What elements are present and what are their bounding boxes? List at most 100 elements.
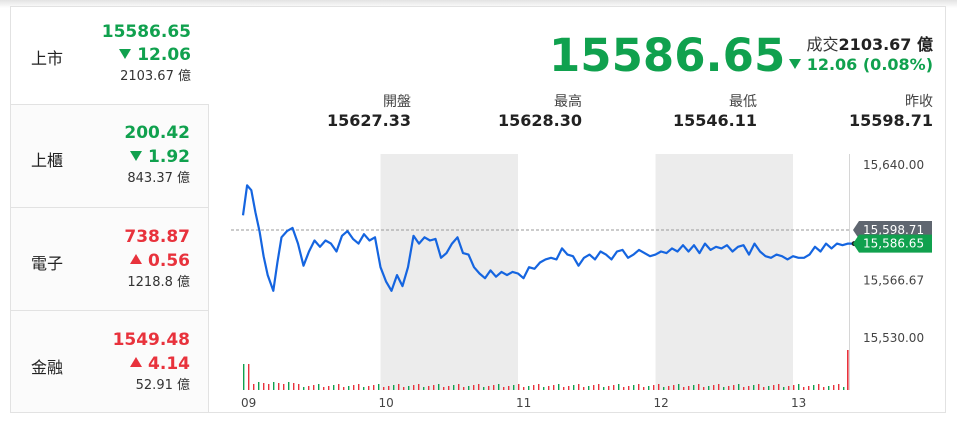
volume-bar: [458, 384, 460, 390]
volume-bar: [773, 385, 775, 390]
stat-label: 最高: [554, 94, 582, 110]
arrow-up-icon: [130, 357, 143, 367]
volume-bar: [518, 384, 520, 390]
price-change: 12.06 (0.08%): [788, 55, 933, 74]
volume-bar: [643, 387, 645, 390]
intraday-chart: 15,640.00 15,566.67 15,530.00 09 10 11 12 13 15,…: [231, 154, 932, 410]
tab-change: 12.06: [71, 45, 191, 65]
volume-bar: [363, 387, 365, 390]
volume-bar: [638, 384, 640, 390]
volume-bar: [548, 386, 550, 390]
volume-bar: [398, 384, 400, 390]
arrow-down-icon: [788, 59, 801, 69]
volume-bar: [658, 384, 660, 390]
tab-finance[interactable]: 金融 1549.48 4.14 52.91 億: [11, 311, 209, 412]
stat-label: 開盤: [383, 94, 411, 110]
volume-bar: [758, 384, 760, 390]
volume-bar: [408, 386, 410, 390]
tab-change: 4.14: [70, 354, 190, 374]
volume-bar: [498, 384, 500, 390]
stat-high: 最高 15628.30: [442, 93, 582, 131]
volume-bar: [678, 384, 680, 390]
volume-bar: [573, 385, 575, 390]
x-tick-label: 10: [379, 396, 394, 410]
stat-value: 15598.71: [848, 111, 933, 130]
volume-bar: [293, 383, 295, 390]
volume-bar: [453, 385, 455, 390]
volume-bar: [443, 387, 445, 390]
volume-bar: [618, 384, 620, 390]
volume-bar: [468, 386, 470, 390]
volume-bar: [783, 387, 785, 390]
volume-bar: [308, 386, 310, 390]
volume-bar: [843, 387, 845, 390]
volume-bar: [508, 386, 510, 390]
volume-bar: [703, 387, 705, 390]
volume-bar: [663, 387, 665, 390]
volume-bar: [448, 386, 450, 390]
tab-otc[interactable]: 上櫃 200.42 1.92 843.37 億: [11, 105, 209, 208]
stat-label: 昨收: [905, 94, 933, 110]
tab-change: 0.56: [70, 251, 190, 271]
tab-volume: 52.91 億: [135, 378, 190, 393]
turnover-value: 2103.67 億: [838, 35, 933, 54]
volume-bar: [268, 384, 270, 390]
tab-volume: 2103.67 億: [120, 69, 191, 84]
volume-bar: [563, 387, 565, 390]
volume-bar: [278, 383, 280, 390]
volume-bar: [778, 384, 780, 390]
x-tick-label: 09: [241, 396, 256, 410]
volume-bar: [683, 387, 685, 390]
volume-bar: [743, 387, 745, 390]
volume-bar: [378, 384, 380, 390]
prev-close-tag: [853, 220, 932, 239]
volume-bar: [393, 385, 395, 390]
volume-bar: [418, 384, 420, 390]
stat-prev-close: 昨收 15598.71: [793, 93, 933, 131]
tab-electronics[interactable]: 電子 738.87 0.56 1218.8 億: [11, 208, 209, 311]
tab-volume: 1218.8 億: [127, 275, 190, 290]
price-line: [241, 184, 853, 292]
volume-bar: [303, 387, 305, 390]
volume-bar: [813, 385, 815, 390]
volume-bar: [733, 385, 735, 390]
volume-bar: [798, 384, 800, 390]
volume-bar: [603, 387, 605, 390]
volume-bar: [808, 386, 810, 390]
stat-value: 15627.33: [326, 111, 411, 130]
volume-bar: [433, 385, 435, 390]
volume-bar: [803, 387, 805, 390]
volume-bar: [358, 384, 360, 390]
volume-bar: [628, 386, 630, 390]
volume-bar: [568, 386, 570, 390]
volume-bar: [523, 387, 525, 390]
volume-bar: [288, 382, 290, 390]
volume-bar: [503, 387, 505, 390]
tab-value: 200.42: [124, 123, 190, 143]
volume-bar: [493, 385, 495, 390]
volume-bar: [668, 386, 670, 390]
volume-bar: [738, 384, 740, 390]
volume-bar: [248, 364, 250, 390]
volume-bar: [313, 385, 315, 390]
turnover: 成交2103.67 億: [807, 31, 933, 55]
volume-bar: [633, 385, 635, 390]
volume-bar: [318, 384, 320, 390]
volume-bar: [847, 350, 849, 390]
volume-bar: [748, 386, 750, 390]
volume-bar: [348, 386, 350, 390]
index-tabs: 上市 15586.65 12.06 2103.67 億 上櫃 200.42 1.…: [11, 7, 209, 412]
volume-bar: [718, 384, 720, 390]
volume-bar: [788, 386, 790, 390]
tab-twse[interactable]: 上市 15586.65 12.06 2103.67 億: [11, 7, 209, 105]
arrow-down-icon: [130, 151, 143, 161]
volume-bar: [708, 386, 710, 390]
volume-bar: [328, 386, 330, 390]
volume-bar: [793, 385, 795, 390]
volume-bar: [693, 385, 695, 390]
volume-bar: [583, 387, 585, 390]
y-tick-label: 15,640.00: [863, 158, 924, 172]
stat-label: 最低: [729, 94, 757, 110]
tab-value: 738.87: [124, 227, 190, 247]
volume-bar: [588, 386, 590, 390]
